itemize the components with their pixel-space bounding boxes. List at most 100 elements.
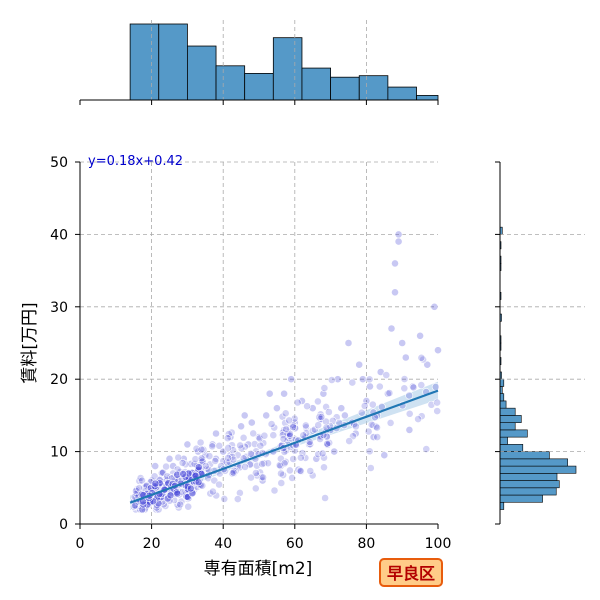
scatter-point [183, 440, 192, 449]
scatter-point [280, 389, 288, 398]
top-hist-bar [129, 23, 160, 101]
scatter-point [212, 429, 220, 438]
district-badge: 早良区 [379, 558, 443, 587]
scatter-point [258, 460, 267, 468]
scatter-point [409, 383, 418, 392]
scatter-point [391, 288, 399, 297]
scatter-point [296, 466, 305, 475]
scatter-point [289, 421, 298, 430]
scatter-point [229, 468, 238, 477]
scatter-point [166, 491, 175, 500]
scatter-point [224, 443, 233, 452]
top-hist-bar [330, 76, 360, 101]
scatter-point [401, 353, 410, 362]
scatter-point [416, 331, 424, 340]
district-badge-box [379, 558, 443, 587]
scatter-point [208, 442, 217, 451]
scatter-point [301, 453, 310, 462]
scatter-point [422, 445, 431, 453]
right-hist-bar [499, 487, 557, 496]
right-hist-bar [499, 465, 577, 474]
right-hist-bar [499, 501, 505, 510]
y-tick-label: 20 [50, 372, 68, 388]
right-hist-bar [499, 451, 550, 460]
scatter-point [256, 441, 265, 450]
scatter-point [398, 339, 407, 347]
scatter-point [247, 418, 256, 427]
scatter-point [360, 401, 369, 410]
scatter-point [197, 454, 206, 463]
scatter-point [348, 378, 357, 387]
right-hist-bar [499, 422, 516, 431]
scatter-point [259, 473, 267, 482]
district-badge-label: 早良区 [387, 564, 435, 583]
scatter-points [129, 230, 442, 514]
axes [79, 99, 501, 525]
scatter-point [280, 459, 289, 468]
scatter-point [366, 382, 374, 391]
scatter-point [394, 237, 403, 246]
scatter-point [434, 346, 442, 355]
scatter-point [375, 382, 384, 391]
scatter-point [277, 469, 285, 478]
scatter-point [431, 382, 440, 391]
scatter-point [178, 458, 187, 467]
scatter-point [279, 434, 288, 443]
scatter-point [385, 389, 394, 397]
scatter-point [351, 422, 360, 431]
regression-equation: y=0.18x+0.42 [88, 154, 183, 169]
right-hist-bar [499, 473, 558, 481]
scatter-point [176, 500, 185, 509]
top-hist-bar [244, 73, 274, 101]
top-hist-bar [416, 95, 439, 101]
scatter-point [308, 426, 317, 435]
scatter-point [303, 402, 311, 411]
scatter-point [382, 371, 391, 379]
scatter-point [405, 409, 414, 418]
scatter-point [136, 474, 145, 482]
scatter-point [272, 404, 281, 413]
scatter-point [355, 360, 364, 369]
right-hist-bar [499, 407, 516, 416]
scatter-point [228, 441, 236, 450]
scatter-point [308, 471, 317, 480]
right-hist-bar [499, 480, 560, 489]
scatter-point [373, 433, 382, 441]
scatter-point [417, 353, 426, 362]
regression-line [129, 389, 439, 504]
scatter-point [305, 438, 314, 446]
top-hist-bar [186, 45, 217, 101]
y-tick-label: 10 [50, 445, 68, 461]
scatter-point [358, 375, 367, 384]
scatter-point [264, 459, 272, 468]
scatter-point [240, 411, 249, 420]
right-hist-bar [499, 400, 507, 409]
scatter-point [130, 501, 139, 510]
scatter-point [211, 456, 220, 465]
scatter-point [186, 484, 195, 493]
scatter-point [414, 415, 422, 423]
scatter-point [417, 381, 426, 389]
scatter-point [165, 454, 174, 463]
scatter-point [269, 431, 278, 440]
x-tick-label: 20 [143, 536, 161, 552]
scatter-point [285, 416, 293, 425]
scatter-point [368, 400, 377, 409]
scatter-point [151, 479, 160, 488]
scatter-point [239, 433, 248, 442]
x-tick-label: 40 [214, 536, 232, 552]
top-histogram [129, 23, 439, 101]
scatter-point [174, 453, 183, 462]
top-hist-bar [272, 37, 303, 101]
scatter-point [220, 494, 229, 503]
right-histogram [499, 226, 577, 510]
scatter-point [191, 455, 200, 464]
scatter-point [318, 449, 327, 458]
scatter-point [241, 462, 249, 471]
scatter-point [237, 422, 245, 431]
scatter-point [198, 457, 207, 466]
x-tick-label: 60 [286, 536, 304, 552]
scatter-point [323, 439, 332, 448]
scatter-point [293, 398, 302, 407]
top-hist-bar [158, 23, 188, 101]
